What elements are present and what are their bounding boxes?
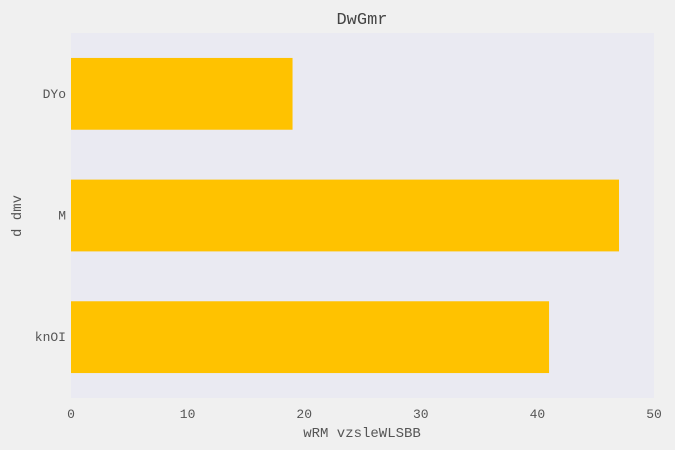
y-axis-label: d dmv	[10, 195, 26, 237]
x-tick-label-10: 10	[180, 407, 196, 422]
bar-M	[71, 179, 620, 252]
x-tick-label-0: 0	[67, 407, 75, 422]
chart-title: DwGmr	[336, 11, 387, 30]
x-tick-label-40: 40	[530, 407, 546, 422]
bar-group	[71, 57, 620, 374]
x-tick-label-30: 30	[413, 407, 429, 422]
bar-knOI	[71, 301, 550, 374]
category-label-DYo: DYo	[43, 87, 66, 102]
x-axis-label: wRM vzsleWLSBB	[303, 426, 421, 442]
x-axis-ticks: 0 10 20 30 40 50	[67, 407, 662, 422]
bar-DYo	[71, 57, 293, 130]
x-tick-label-50: 50	[646, 407, 662, 422]
category-label-M: M	[58, 209, 66, 224]
x-tick-label-20: 20	[296, 407, 312, 422]
category-label-knOI: knOI	[35, 330, 66, 345]
